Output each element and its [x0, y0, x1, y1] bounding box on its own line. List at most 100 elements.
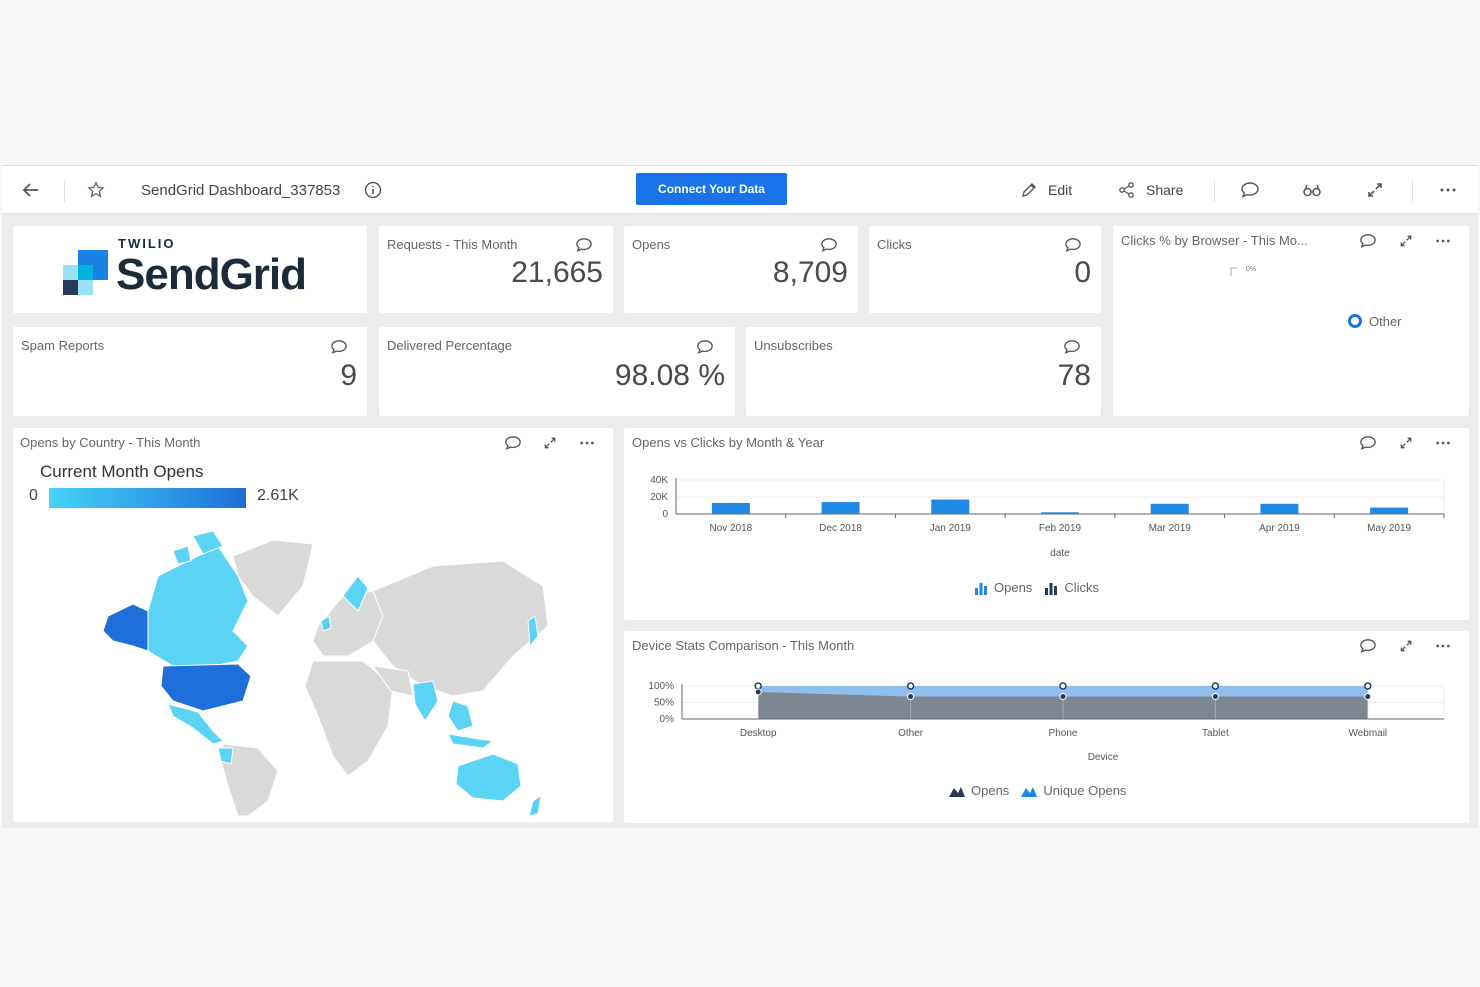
kpi-opens-comment-button[interactable]: [819, 235, 839, 255]
edit-button[interactable]: Edit: [1020, 166, 1072, 214]
comment-icon: [576, 238, 592, 253]
expand-icon: [1400, 437, 1412, 449]
back-arrow-icon: [22, 183, 38, 197]
more-button[interactable]: [1439, 166, 1457, 214]
device-expand-button[interactable]: [1396, 636, 1416, 656]
area-point-unique-opens: [1364, 682, 1372, 690]
device-comment-button[interactable]: [1358, 636, 1378, 656]
connect-data-button[interactable]: Connect Your Data: [636, 173, 787, 205]
kpi-requests-title: Requests - This Month: [387, 237, 518, 252]
browser-comment-button[interactable]: [1358, 231, 1378, 251]
kpi-requests-comment-button[interactable]: [574, 235, 594, 255]
country-expand-button[interactable]: [540, 433, 560, 453]
info-icon: [364, 181, 382, 199]
device-more-button[interactable]: [1433, 636, 1453, 656]
logo-twilio-text: TWILIO: [118, 236, 176, 251]
kpi-requests-card[interactable]: Requests - This Month 21,665: [379, 226, 613, 313]
country-comment-button[interactable]: [503, 433, 523, 453]
pencil-icon: [1022, 183, 1036, 197]
bar-x-tick-label: Jan 2019: [930, 523, 972, 534]
area-y-tick-label: 50%: [654, 698, 674, 709]
share-button[interactable]: Share: [1118, 166, 1183, 214]
kpi-unsubscribes-card[interactable]: Unsubscribes 78: [746, 327, 1101, 416]
bar-opens-mar-2019: [1150, 503, 1189, 514]
bar-opens-apr-2019: [1260, 503, 1299, 514]
opens-by-country-card[interactable]: Opens by Country - This Month Current Mo…: [13, 428, 613, 822]
kpi-spam-comment-button[interactable]: [329, 337, 349, 357]
bar-chart-icon: [975, 582, 987, 595]
map-canada-islands: [172, 530, 224, 565]
more-icon: [1436, 239, 1450, 243]
map-asia: [372, 560, 549, 697]
favorite-button[interactable]: [87, 166, 105, 214]
presentation-button[interactable]: [1302, 166, 1322, 214]
kpi-unsubscribes-comment-button[interactable]: [1062, 337, 1082, 357]
kpi-clicks-comment-button[interactable]: [1063, 235, 1083, 255]
kpi-spam-value: 9: [340, 359, 357, 392]
browser-pie-chart: 0%: [1230, 266, 1256, 276]
map-colombia: [217, 747, 234, 765]
opens-by-country-title: Opens by Country - This Month: [20, 435, 201, 450]
kpi-opens-card[interactable]: Opens 8,709: [624, 226, 858, 313]
info-button[interactable]: [364, 166, 382, 214]
clicks-by-browser-card[interactable]: Clicks % by Browser - This Mo... 0% Othe…: [1113, 226, 1469, 416]
device-stats-card[interactable]: Device Stats Comparison - This Month 100…: [624, 631, 1469, 823]
edit-label: Edit: [1048, 182, 1073, 198]
map-new-zealand: [528, 794, 542, 816]
map-scandinavia: [342, 575, 369, 612]
area-chart-icon: [1021, 786, 1038, 797]
share-icon: [1119, 182, 1134, 198]
more-icon: [1436, 644, 1450, 648]
bar-y-tick-label: 20K: [650, 492, 668, 503]
donut-icon: [1348, 314, 1362, 328]
map-greenland: [232, 539, 314, 617]
browser-more-button[interactable]: [1433, 231, 1453, 251]
kpi-spam-card[interactable]: Spam Reports 9: [13, 327, 367, 416]
logo-card: TWILIO SendGrid: [13, 226, 367, 313]
area-y-tick-label: 0%: [660, 714, 675, 725]
map-legend-max: 2.61K: [257, 487, 299, 504]
fullscreen-button[interactable]: [1366, 166, 1384, 214]
kpi-clicks-value: 0: [1074, 256, 1091, 289]
area-legend-unique-opens: Unique Opens: [1043, 783, 1127, 798]
kpi-delivered-card[interactable]: Delivered Percentage 98.08 %: [379, 327, 735, 416]
bar-x-tick-label: May 2019: [1367, 523, 1411, 534]
map-japan: [527, 615, 539, 648]
map-usa: [160, 663, 252, 712]
kpi-clicks-card[interactable]: Clicks 0: [869, 226, 1101, 313]
comment-icon: [1064, 340, 1080, 355]
clicks-by-browser-title: Clicks % by Browser - This Mo...: [1121, 233, 1308, 248]
bar-expand-button[interactable]: [1396, 433, 1416, 453]
map-legend-title: Current Month Opens: [40, 462, 204, 481]
area-x-axis-label: Device: [1088, 752, 1119, 761]
area-x-tick-label: Webmail: [1348, 728, 1387, 739]
map-canada: [147, 545, 249, 667]
country-more-button[interactable]: [577, 433, 597, 453]
browser-legend-label: Other: [1369, 313, 1402, 329]
area-legend: Opens Unique Opens: [949, 783, 1126, 798]
kpi-delivered-comment-button[interactable]: [695, 337, 715, 357]
browser-legend-other[interactable]: Other: [1347, 313, 1402, 329]
bar-y-tick-label: 40K: [650, 475, 668, 486]
opens-vs-clicks-card[interactable]: Opens vs Clicks by Month & Year 40K 20K 0 N…: [624, 428, 1469, 620]
bar-comment-button[interactable]: [1358, 433, 1378, 453]
area-y-tick-label: 100%: [648, 681, 674, 692]
map-africa: [304, 660, 394, 777]
map-middle-east: [371, 665, 414, 697]
area-point-opens: [1364, 693, 1372, 701]
comment-icon: [1360, 234, 1376, 249]
comment-icon: [1241, 182, 1259, 198]
map-mexico: [167, 703, 224, 745]
comments-button[interactable]: [1240, 166, 1260, 214]
browser-mini-label: 0%: [1246, 266, 1256, 273]
back-button[interactable]: [22, 166, 40, 214]
opens-vs-clicks-title: Opens vs Clicks by Month & Year: [632, 435, 825, 450]
bar-more-button[interactable]: [1433, 433, 1453, 453]
bar-x-tick-label: Apr 2019: [1259, 523, 1300, 534]
area-x-tick-label: Desktop: [740, 728, 777, 739]
device-stats-title: Device Stats Comparison - This Month: [632, 638, 855, 653]
bar-x-tick-label: Feb 2019: [1039, 523, 1082, 534]
map-indonesia: [447, 733, 495, 749]
browser-expand-button[interactable]: [1396, 231, 1416, 251]
comment-icon: [1360, 639, 1376, 654]
